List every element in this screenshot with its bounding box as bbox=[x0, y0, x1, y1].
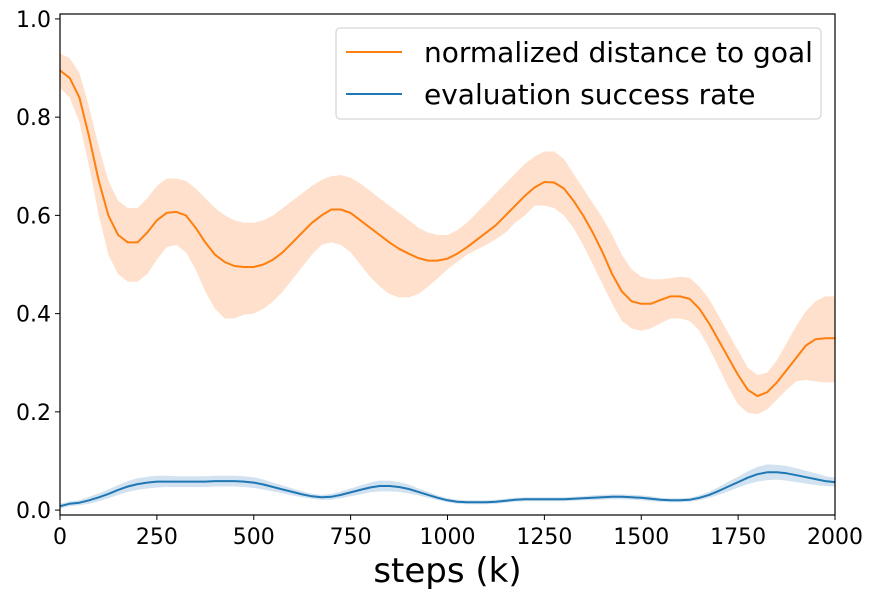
legend-label: normalized distance to goal bbox=[424, 36, 813, 69]
y-tick-label: 0.8 bbox=[16, 106, 51, 131]
series-lines bbox=[59, 69, 836, 508]
x-tick-label: 1000 bbox=[420, 525, 476, 550]
x-tick-label: 1750 bbox=[710, 525, 766, 550]
legend-label: evaluation success rate bbox=[424, 78, 755, 111]
band-series-0 bbox=[60, 53, 835, 415]
y-axis-ticks: 0.0 0.2 0.4 0.6 0.8 1.0 bbox=[16, 8, 60, 524]
x-axis-title: steps (k) bbox=[373, 551, 521, 591]
y-tick-label: 0.2 bbox=[16, 401, 51, 426]
x-tick-label: 2000 bbox=[807, 525, 863, 550]
legend: normalized distance to goal evaluation su… bbox=[335, 27, 822, 120]
y-tick-label: 0.6 bbox=[16, 204, 51, 229]
x-axis-ticks: 0 250 500 750 1000 1250 1500 1750 2000 bbox=[53, 515, 863, 550]
x-tick-label: 0 bbox=[53, 525, 67, 550]
x-tick-label: 1250 bbox=[516, 525, 572, 550]
line-series-1 bbox=[59, 471, 836, 508]
legend-box bbox=[335, 27, 822, 120]
x-tick-label: 500 bbox=[233, 525, 275, 550]
y-tick-label: 0.0 bbox=[16, 499, 51, 524]
x-tick-label: 250 bbox=[136, 525, 178, 550]
x-tick-label: 750 bbox=[330, 525, 372, 550]
x-tick-label: 1500 bbox=[613, 525, 669, 550]
line-series-0 bbox=[59, 69, 835, 398]
y-tick-label: 0.4 bbox=[16, 303, 51, 328]
y-tick-label: 1.0 bbox=[16, 8, 51, 33]
